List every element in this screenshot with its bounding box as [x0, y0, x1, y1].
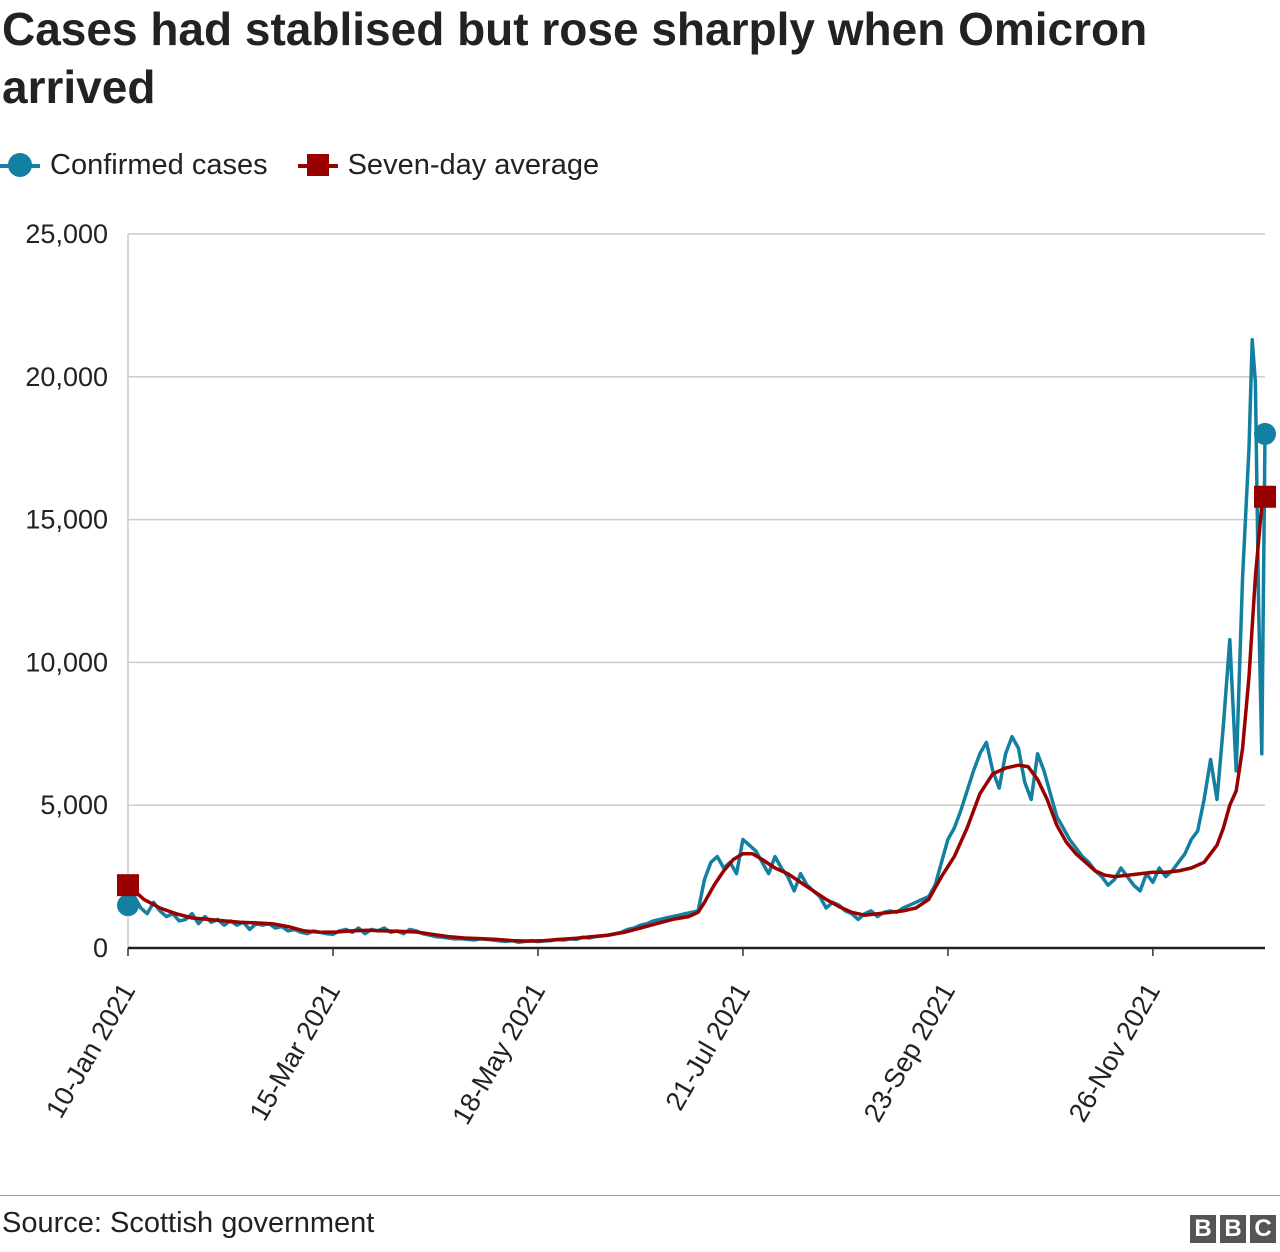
y-tick-label: 15,000 — [25, 505, 108, 535]
x-tick-label: 18-May 2021 — [446, 978, 551, 1129]
y-tick-label: 5,000 — [40, 790, 108, 820]
bbc-logo-letter: B — [1220, 1215, 1246, 1243]
x-tick-label: 10-Jan 2021 — [40, 978, 141, 1123]
chart-title: Cases had stablised but rose sharply whe… — [2, 3, 1148, 113]
seven-day-average-end-marker — [1254, 485, 1276, 508]
confirmed-cases-end-marker — [1254, 422, 1276, 445]
x-tick-label: 15-Mar 2021 — [244, 978, 347, 1126]
confirmed-cases-end-marker — [117, 894, 139, 917]
legend-item-confirmed-cases: Confirmed cases — [0, 142, 268, 188]
x-tick-label: 21-Jul 2021 — [660, 978, 757, 1115]
series-line-seven-day-average — [126, 495, 1267, 943]
legend-label-seven-day-average: Seven-day average — [347, 148, 600, 181]
x-tick-label: 23-Sep 2021 — [858, 978, 961, 1127]
seven-day-average-end-marker — [117, 874, 139, 897]
legend-label-confirmed-cases: Confirmed cases — [50, 148, 268, 181]
bbc-logo: B B C — [1186, 1215, 1276, 1243]
bbc-logo-letter: B — [1190, 1215, 1216, 1243]
y-tick-label: 25,000 — [25, 219, 108, 249]
y-tick-label: 20,000 — [25, 362, 108, 392]
legend-item-seven-day-average: Seven-day average — [297, 142, 600, 188]
bbc-logo-letter: C — [1250, 1215, 1276, 1243]
y-tick-label: 0 — [93, 933, 108, 963]
x-tick-label: 26-Nov 2021 — [1063, 978, 1166, 1127]
series-line-confirmed-cases — [126, 337, 1267, 945]
chart-legend: Confirmed cases Seven-day average — [0, 142, 629, 188]
y-tick-label: 10,000 — [25, 647, 108, 677]
circle-marker-icon — [0, 142, 40, 188]
line-chart: 0 5,000 10,000 15,000 20,000 25,000 10-Jan 202… — [25, 219, 1276, 1129]
footer-divider — [0, 1195, 1280, 1196]
square-marker-icon — [297, 142, 338, 188]
source-note: Source: Scottish government — [2, 1207, 375, 1239]
